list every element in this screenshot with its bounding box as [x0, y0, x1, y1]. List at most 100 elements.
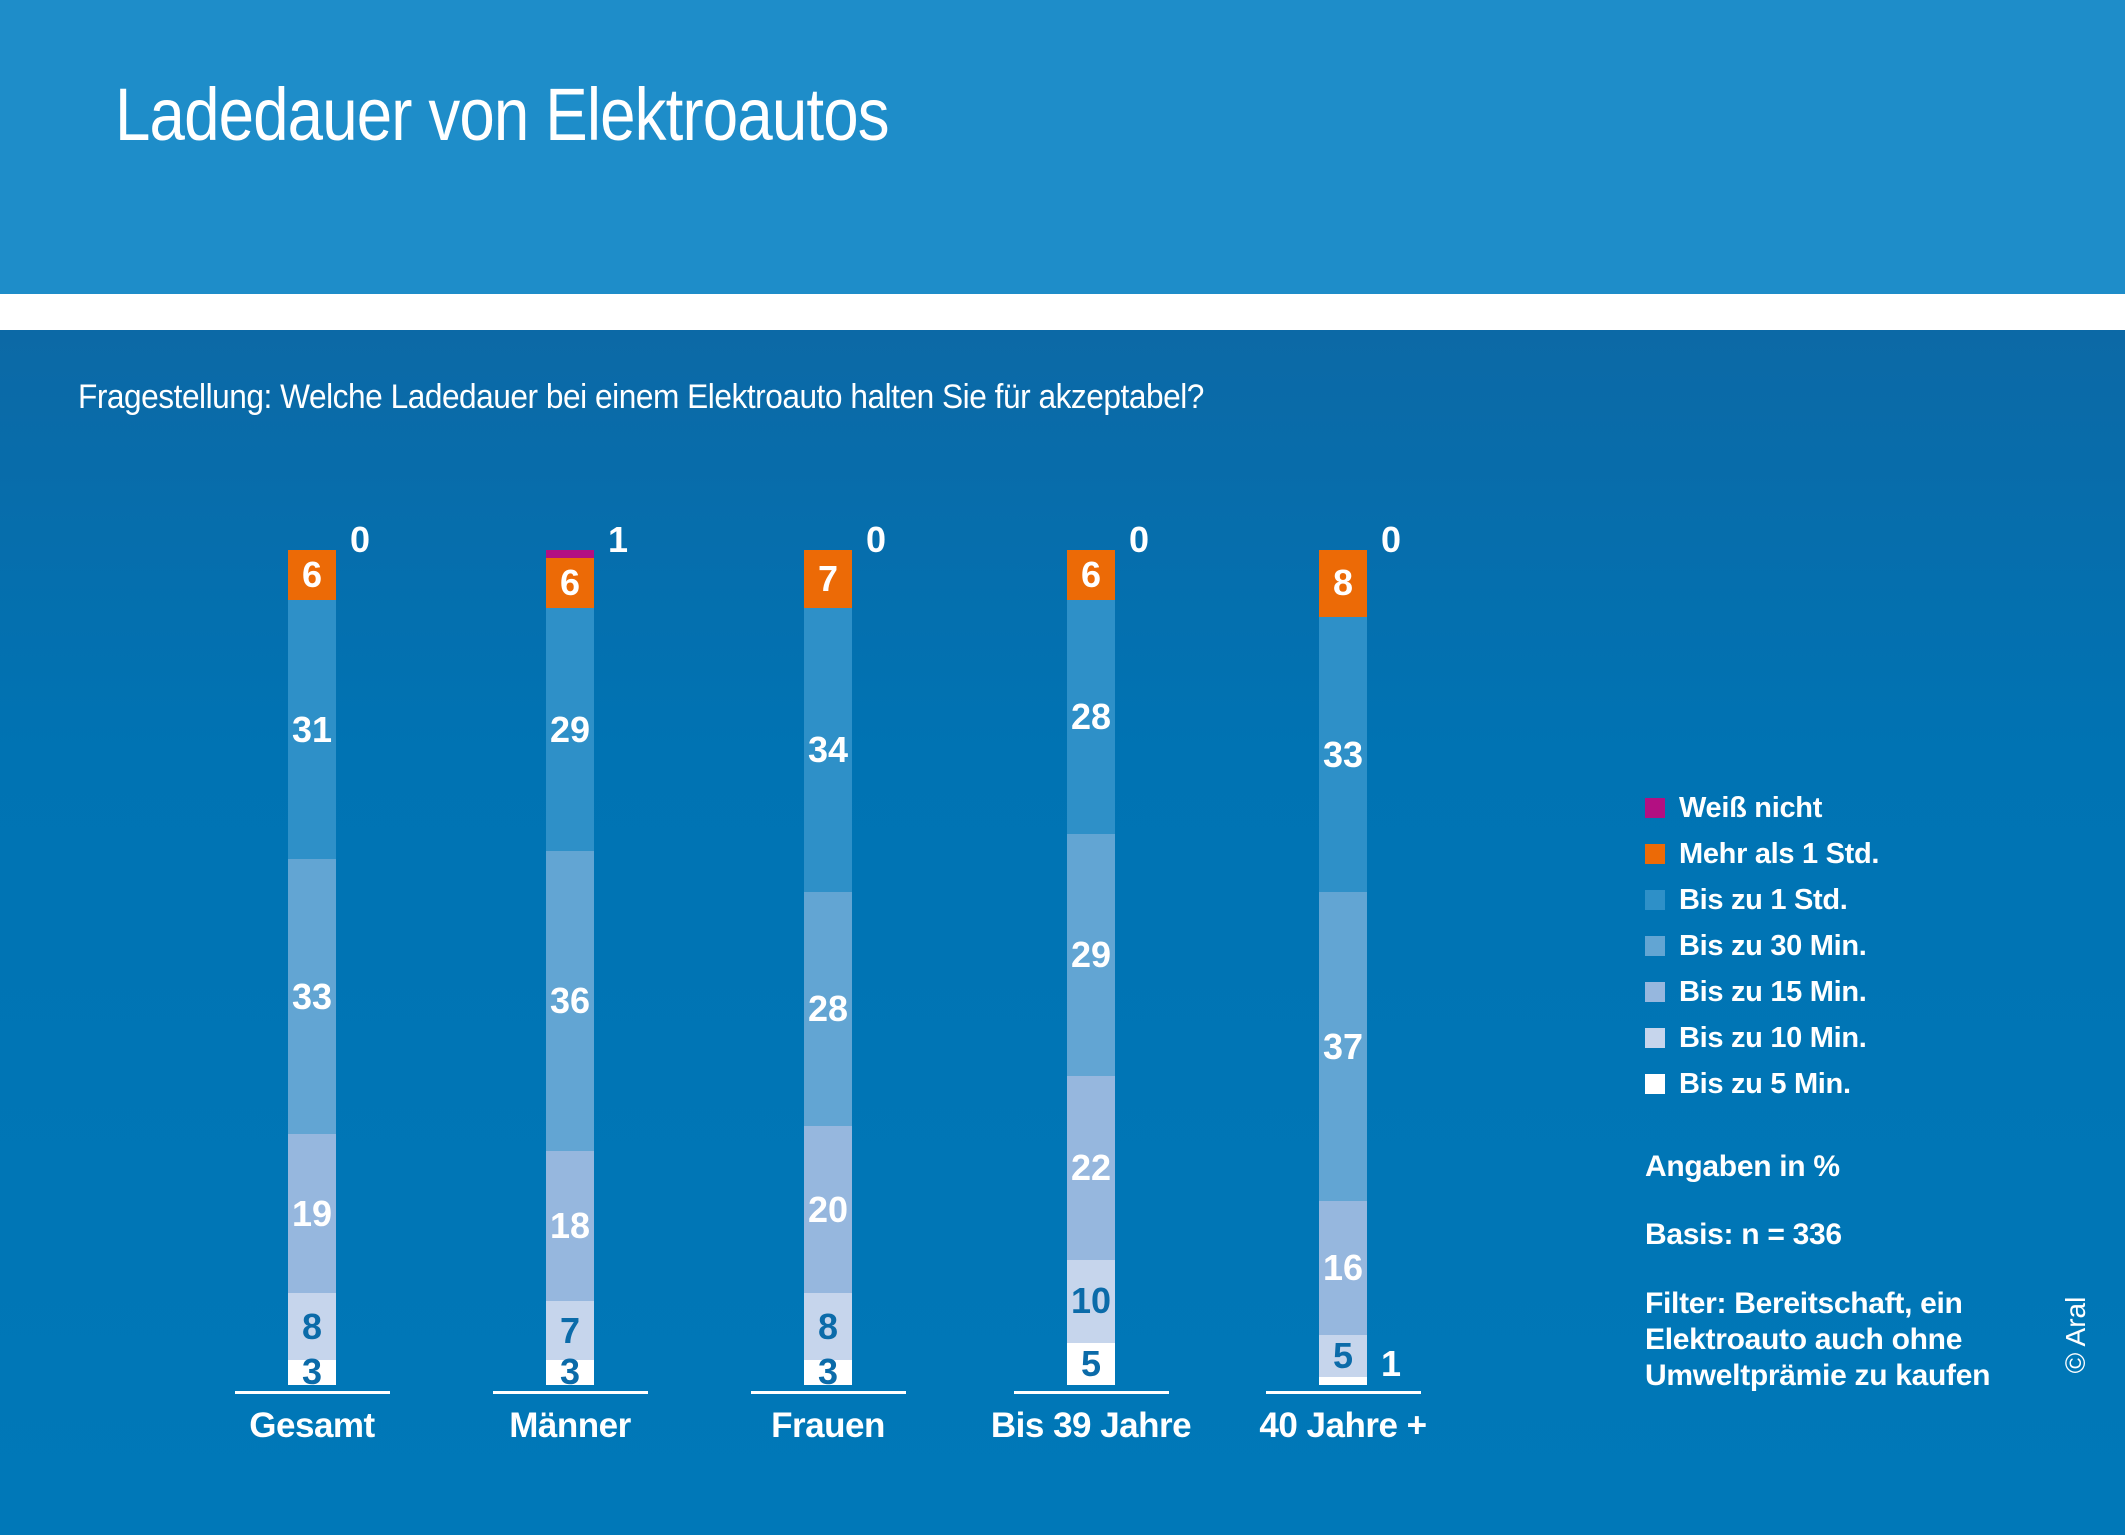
- page-title: Ladedauer von Elektroautos: [115, 73, 890, 156]
- bar-segment: 5: [1319, 1334, 1367, 1377]
- legend-label: Weiß nicht: [1679, 791, 1823, 824]
- legend-label: Mehr als 1 Std.: [1679, 837, 1880, 870]
- bar-segment: 28: [804, 892, 852, 1127]
- bar-segment: 8: [288, 1293, 336, 1360]
- bar-segment: 37: [1319, 892, 1367, 1202]
- bar-m-nner: 6 29 36 18 7 3: [546, 550, 594, 1390]
- outside-top-value-label: 0: [1381, 519, 1402, 560]
- legend-item: Mehr als 1 Std.: [1645, 838, 1879, 870]
- legend-item: Bis zu 1 Std.: [1645, 884, 1879, 916]
- bar-segment: 5: [1067, 1343, 1115, 1385]
- category-label: Frauen: [771, 1406, 885, 1445]
- segment-value-label: 16: [1322, 1247, 1364, 1289]
- note-unit: Angaben in %: [1645, 1150, 1840, 1183]
- bar-segment: 8: [804, 1293, 852, 1360]
- bar-bis-39-jahre: 6 28 29 22 10 5: [1067, 550, 1115, 1385]
- bar-segment: 33: [1319, 616, 1367, 893]
- bar-segment: 29: [546, 608, 594, 851]
- segment-value-label: 3: [559, 1351, 581, 1393]
- segment-value-label: 36: [549, 979, 591, 1021]
- bar-segment: 6: [1067, 550, 1115, 601]
- segment-value-label: 7: [559, 1309, 581, 1351]
- segment-value-label: 29: [1070, 933, 1112, 975]
- bar-segment: 29: [1067, 833, 1115, 1077]
- bar-segment: 19: [288, 1134, 336, 1294]
- bar-segment: 3: [804, 1354, 852, 1390]
- legend: Weiß nicht Mehr als 1 Std. Bis zu 1 Std. Bi…: [1645, 792, 1879, 1100]
- segment-value-label: 18: [549, 1205, 591, 1247]
- legend-item: Bis zu 10 Min.: [1645, 1022, 1879, 1054]
- category-label: Gesamt: [249, 1406, 375, 1445]
- header-band: Ladedauer von Elektroautos: [0, 0, 2125, 294]
- legend-swatch: [1645, 1028, 1665, 1048]
- outside-top-value-label: 0: [350, 519, 371, 560]
- segment-value-label: 19: [291, 1192, 333, 1234]
- legend-item: Bis zu 5 Min.: [1645, 1068, 1879, 1100]
- segment-value-label: 29: [549, 708, 591, 750]
- bar-segment: 33: [288, 858, 336, 1135]
- question-text: Fragestellung: Welche Ladedauer bei eine…: [78, 378, 1204, 416]
- bar-segment: [1319, 1376, 1367, 1385]
- legend-label: Bis zu 5 Min.: [1679, 1067, 1851, 1100]
- segment-value-label: 6: [559, 562, 581, 604]
- axis-line: [492, 1391, 648, 1394]
- legend-label: Bis zu 1 Std.: [1679, 883, 1848, 916]
- legend-swatch: [1645, 1074, 1665, 1094]
- segment-value-label: 5: [1332, 1334, 1354, 1376]
- bar-segment: 34: [804, 608, 852, 893]
- legend-label: Bis zu 10 Min.: [1679, 1021, 1867, 1054]
- bar-segment: 6: [288, 550, 336, 601]
- bar-segment: 3: [546, 1354, 594, 1390]
- segment-value-label: 31: [291, 708, 333, 750]
- bar-segment: 10: [1067, 1259, 1115, 1344]
- note-basis: Basis: n = 336: [1645, 1218, 1842, 1251]
- legend-item: Weiß nicht: [1645, 792, 1879, 824]
- outside-top-value-label: 0: [866, 519, 887, 560]
- copyright-label: © Aral: [2060, 1296, 2091, 1374]
- segment-value-label: 34: [807, 729, 849, 771]
- outside-top-value-label: 0: [1129, 519, 1150, 560]
- category-label: Bis 39 Jahre: [990, 1406, 1192, 1445]
- outside-top-value-label: 1: [608, 519, 629, 560]
- axis-line: [750, 1391, 906, 1394]
- segment-value-label: 5: [1080, 1343, 1102, 1385]
- bar-segment: [546, 550, 594, 559]
- bar-segment: 28: [1067, 600, 1115, 834]
- segment-value-label: 33: [1322, 733, 1364, 775]
- legend-item: Bis zu 15 Min.: [1645, 976, 1879, 1008]
- bar-frauen: 7 34 28 20 8 3: [804, 550, 852, 1390]
- segment-value-label: 10: [1070, 1280, 1112, 1322]
- segment-value-label: 6: [301, 554, 323, 596]
- legend-label: Bis zu 15 Min.: [1679, 975, 1867, 1008]
- bar-segment: 6: [546, 558, 594, 609]
- segment-value-label: 37: [1322, 1025, 1364, 1067]
- note-filter: Filter: Bereitschaft, ein Elektroauto au…: [1645, 1287, 1991, 1392]
- segment-value-label: 20: [807, 1188, 849, 1230]
- bar-segment: 8: [1319, 550, 1367, 617]
- segment-value-label: 22: [1070, 1146, 1112, 1188]
- segment-value-label: 33: [291, 975, 333, 1017]
- segment-value-label: 7: [817, 558, 839, 600]
- legend-swatch: [1645, 844, 1665, 864]
- bar-segment: 16: [1319, 1201, 1367, 1335]
- segment-value-label: 6: [1080, 554, 1102, 596]
- legend-item: Bis zu 30 Min.: [1645, 930, 1879, 962]
- bar-segment: 7: [804, 550, 852, 609]
- bar-segment: 22: [1067, 1076, 1115, 1260]
- bar-segment: 31: [288, 600, 336, 859]
- bar-segment: 7: [546, 1301, 594, 1360]
- bar-segment: 3: [288, 1354, 336, 1390]
- legend-label: Bis zu 30 Min.: [1679, 929, 1867, 962]
- legend-swatch: [1645, 936, 1665, 956]
- segment-value-label: 3: [817, 1351, 839, 1393]
- legend-swatch: [1645, 798, 1665, 818]
- outside-bottom-value-label: 1: [1381, 1343, 1402, 1384]
- axis-line: [1265, 1391, 1421, 1394]
- legend-swatch: [1645, 890, 1665, 910]
- segment-value-label: 28: [1070, 695, 1112, 737]
- category-label: Männer: [509, 1406, 631, 1445]
- bar-40-jahre-: 8 33 37 16 5: [1319, 550, 1367, 1385]
- segment-value-label: 28: [807, 988, 849, 1030]
- segment-value-label: 3: [301, 1351, 323, 1393]
